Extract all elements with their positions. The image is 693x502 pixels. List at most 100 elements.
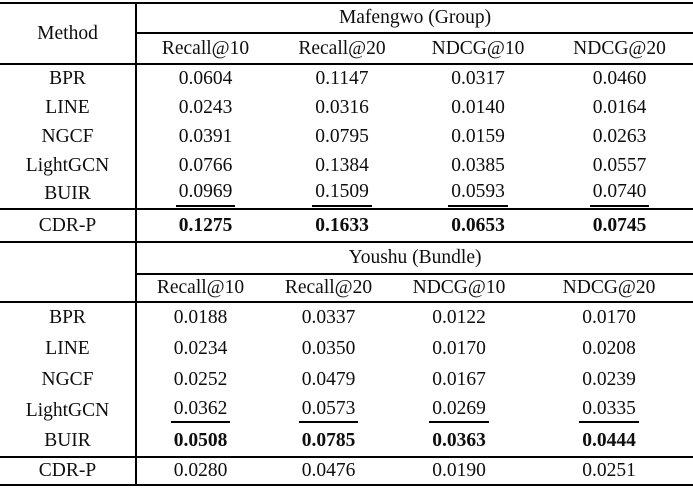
metric-value-cell: 0.0164 xyxy=(592,96,647,118)
method-cell: LightGCN xyxy=(0,151,137,180)
metric-value-cell: 0.0573 xyxy=(264,395,393,426)
method-cell: NGCF xyxy=(0,122,137,151)
second-best-value: 0.0740 xyxy=(589,181,650,207)
metric-value-cell: 0.0170 xyxy=(432,337,486,359)
metric-value-cell: 0.0350 xyxy=(301,337,356,359)
metric-value-cell: 0.0208 xyxy=(582,337,636,359)
results-table-container: Method Mafengwo (Group) Recall@10 Recall… xyxy=(0,2,693,486)
best-value: 0.1275 xyxy=(178,214,233,236)
metric-value-cell: 0.0316 xyxy=(315,96,369,118)
dataset-group-header: Mafengwo (Group) xyxy=(136,3,693,34)
metric-header-row: Recall@10 Recall@20 NDCG@10 NDCG@20 xyxy=(0,33,693,65)
metric-value-cell: 0.0740 xyxy=(546,180,693,209)
metric-column-header: Recall@10 xyxy=(136,33,274,65)
metric-value-cell: 0.0479 xyxy=(301,368,356,390)
metric-value-cell: 0.0269 xyxy=(393,395,525,426)
metric-value-cell: 0.0159 xyxy=(451,125,505,147)
metric-column-header: NDCG@20 xyxy=(525,274,693,303)
metric-value-cell: 0.0122 xyxy=(432,307,486,328)
metric-value-cell: 0.1275 xyxy=(136,208,274,242)
method-cell: LINE xyxy=(0,93,137,122)
method-column-header: Method xyxy=(0,3,137,65)
metric-column-header: NDCG@10 xyxy=(410,33,546,65)
best-value: 0.0653 xyxy=(451,214,505,236)
metric-value-cell: 0.0604 xyxy=(178,68,233,89)
metric-column-header: Recall@20 xyxy=(274,33,410,65)
second-best-value: 0.0269 xyxy=(429,398,489,424)
metric-column-header: NDCG@10 xyxy=(393,274,525,303)
metric-value-cell: 0.0251 xyxy=(525,456,693,485)
metric-value-cell: 0.0188 xyxy=(173,307,228,328)
best-value: 0.0444 xyxy=(582,430,636,451)
metric-value-cell: 0.0385 xyxy=(451,154,505,176)
method-cell: NGCF xyxy=(0,364,137,395)
results-table-mafengwo-group: Method Mafengwo (Group) Recall@10 Recall… xyxy=(0,2,693,243)
table-row-cdr-p: CDR-P 0.1275 0.1633 0.0653 0.0745 xyxy=(0,208,693,242)
metric-value-cell: 0.0363 xyxy=(393,426,525,457)
second-best-value: 0.0969 xyxy=(175,181,236,207)
table-row-lightgcn: LightGCN 0.0362 0.0573 0.0269 0.0335 xyxy=(0,395,693,426)
method-cell: BPR xyxy=(0,302,137,333)
best-value: 0.1633 xyxy=(315,214,369,236)
metric-value-cell: 0.0476 xyxy=(264,456,393,485)
metric-value-cell: 0.0317 xyxy=(451,68,505,89)
metric-value-cell: 0.0766 xyxy=(178,154,233,176)
group-header-row: Youshu (Bundle) xyxy=(0,243,693,303)
method-cell: LightGCN xyxy=(0,395,137,426)
metric-column-header: Recall@10 xyxy=(136,274,264,303)
metric-header-row: Recall@10 Recall@20 NDCG@10 NDCG@20 xyxy=(0,274,693,303)
metric-value-cell: 0.0263 xyxy=(592,125,647,147)
dataset-group-header: Youshu (Bundle) xyxy=(136,243,693,275)
metric-value-cell: 0.0795 xyxy=(315,125,369,147)
metric-value-cell: 0.0335 xyxy=(525,395,693,426)
metric-value-cell: 0.1147 xyxy=(315,68,369,89)
table-row-buir: BUIR 0.0969 0.1509 0.0593 0.0740 xyxy=(0,180,693,209)
metric-value-cell: 0.0508 xyxy=(136,426,264,457)
best-value: 0.0745 xyxy=(592,214,647,236)
second-best-value: 0.1509 xyxy=(312,181,372,207)
table-row-buir: BUIR 0.0508 0.0785 0.0363 0.0444 xyxy=(0,426,693,457)
metric-value-cell: 0.0239 xyxy=(582,368,636,390)
metric-value-cell: 0.0391 xyxy=(178,125,233,147)
table-row-bpr: BPR 0.0604 0.1147 0.0317 0.0460 xyxy=(0,64,693,93)
metric-value-cell: 0.0653 xyxy=(410,208,546,242)
metric-value-cell: 0.1509 xyxy=(274,180,410,209)
second-best-value: 0.0593 xyxy=(448,181,508,207)
metric-value-cell: 0.1384 xyxy=(315,154,369,176)
metric-value-cell: 0.1633 xyxy=(274,208,410,242)
group-header-row: Method Mafengwo (Group) xyxy=(0,3,693,65)
table-row-line: LINE 0.0234 0.0350 0.0170 0.0208 xyxy=(0,333,693,364)
metric-value-cell: 0.0170 xyxy=(582,307,636,328)
second-best-value: 0.0362 xyxy=(170,398,231,424)
metric-value-cell: 0.0593 xyxy=(410,180,546,209)
method-cell: BUIR xyxy=(0,426,137,457)
metric-value-cell: 0.0362 xyxy=(136,395,264,426)
best-value: 0.0508 xyxy=(173,430,228,451)
method-cell: BUIR xyxy=(0,180,137,209)
second-best-value: 0.0335 xyxy=(579,398,639,424)
metric-value-cell: 0.0745 xyxy=(546,208,693,242)
metric-value-cell: 0.0252 xyxy=(173,368,228,390)
metric-value-cell: 0.0969 xyxy=(136,180,274,209)
metric-value-cell: 0.0785 xyxy=(264,426,393,457)
metric-value-cell: 0.0234 xyxy=(173,337,228,359)
table-row-line: LINE 0.0243 0.0316 0.0140 0.0164 xyxy=(0,93,693,122)
best-value: 0.0363 xyxy=(432,430,486,451)
table-row-ngcf: NGCF 0.0252 0.0479 0.0167 0.0239 xyxy=(0,364,693,395)
table-row-ngcf: NGCF 0.0391 0.0795 0.0159 0.0263 xyxy=(0,122,693,151)
metric-column-header: Recall@20 xyxy=(264,274,393,303)
method-cell: LINE xyxy=(0,333,137,364)
metric-column-header: NDCG@20 xyxy=(546,33,693,65)
metric-value-cell: 0.0167 xyxy=(432,368,486,390)
method-column-spacer xyxy=(0,243,137,303)
method-cell: CDR-P xyxy=(0,208,137,242)
metric-value-cell: 0.0444 xyxy=(525,426,693,457)
metric-value-cell: 0.0460 xyxy=(592,68,647,89)
method-cell: CDR-P xyxy=(0,456,137,485)
table-row-lightgcn: LightGCN 0.0766 0.1384 0.0385 0.0557 xyxy=(0,151,693,180)
metric-value-cell: 0.0243 xyxy=(178,96,233,118)
method-cell: BPR xyxy=(0,64,137,93)
metric-value-cell: 0.0337 xyxy=(301,307,356,328)
metric-value-cell: 0.0140 xyxy=(451,96,505,118)
table-row-cdr-p: CDR-P 0.0280 0.0476 0.0190 0.0251 xyxy=(0,456,693,485)
